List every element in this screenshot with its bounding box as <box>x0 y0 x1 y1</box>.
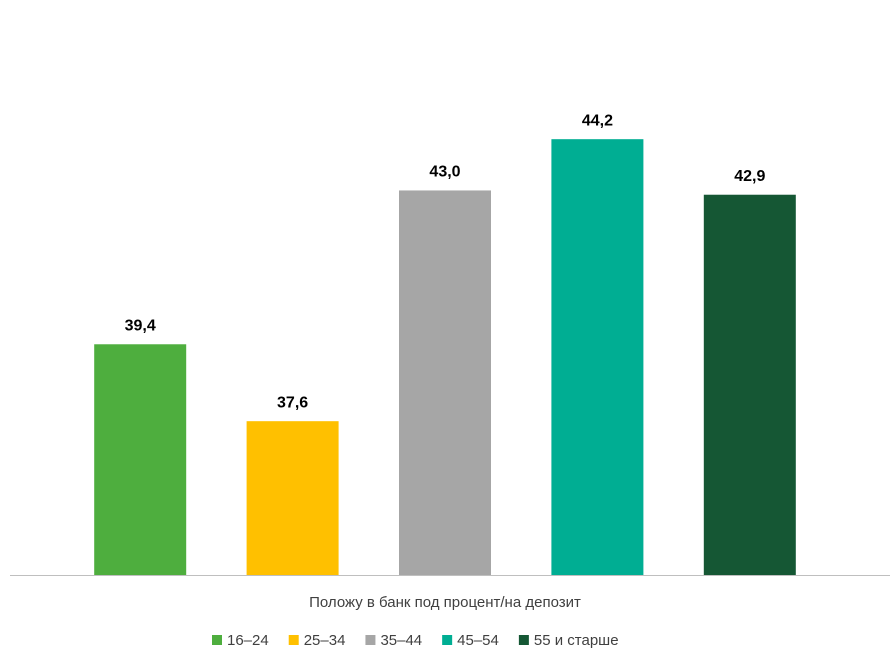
value-label: 39,4 <box>125 317 156 334</box>
legend-label: 55 и старше <box>534 632 619 649</box>
legend-swatch <box>442 635 453 645</box>
value-label: 42,9 <box>734 168 765 185</box>
legend-label: 25–34 <box>304 632 346 649</box>
bar <box>703 194 796 575</box>
legend-swatch <box>212 635 222 645</box>
legend-swatch <box>365 635 376 645</box>
legend-label: 45–54 <box>457 632 499 649</box>
bar <box>246 421 339 575</box>
legend-label: 35–44 <box>380 632 422 649</box>
legend-swatch <box>288 635 299 645</box>
x-tick-label: Положу в банк под процент/на депозит <box>309 594 581 611</box>
bar <box>551 139 644 575</box>
value-label: 37,6 <box>277 394 308 411</box>
value-label: 44,2 <box>582 112 613 129</box>
value-label: 43,0 <box>429 164 460 181</box>
legend-label: 16–24 <box>227 632 269 649</box>
legend-swatch <box>518 635 529 645</box>
bar <box>399 190 491 576</box>
bar <box>94 344 187 575</box>
